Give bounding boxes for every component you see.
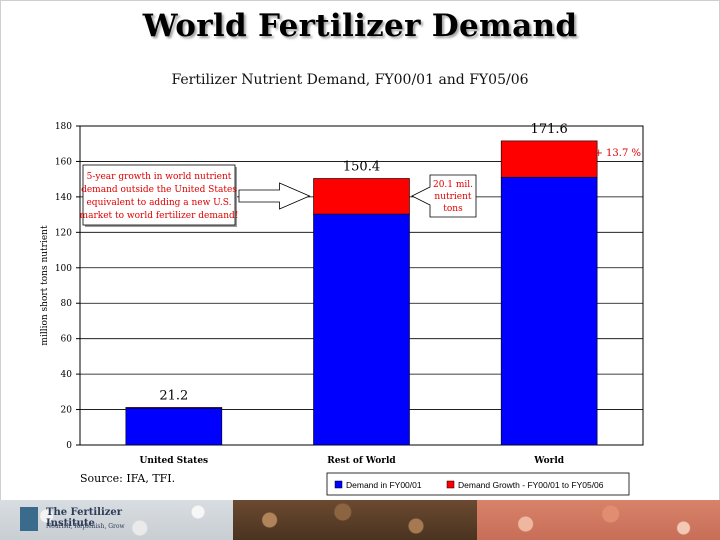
growth-label-line: tons [443, 204, 463, 214]
source-note: Source: IFA, TFI. [80, 472, 176, 485]
bar-total-label: 21.2 [159, 388, 188, 403]
callout-box [82, 164, 236, 226]
y-tick-label: 40 [61, 370, 73, 380]
legend-label: Demand Growth - FY00/01 to FY05/06 [458, 480, 604, 490]
bar-chart: 0 20 40 60 80 100 120 140 160 180 million short to… [40, 122, 644, 496]
y-tick-label: 80 [61, 299, 73, 309]
bar-base-demand [500, 176, 598, 446]
bar-total-label: 171.6 [531, 122, 568, 137]
x-category-label: United States [140, 456, 209, 466]
callout-text-line: equivalent to adding a new U.S. [86, 198, 231, 208]
callout-text-line: market to world fertilizer demand! [80, 211, 239, 221]
y-tick-label: 180 [55, 122, 72, 132]
logo-name: The Fertilizer Institute [46, 507, 123, 529]
y-tick-label: 160 [55, 157, 72, 167]
growth-percent-label: + 13.7 % [594, 148, 641, 159]
bar-base-demand [125, 407, 223, 446]
institute-logo: The Fertilizer Institute Nourish, Replen… [14, 505, 174, 535]
growth-label-line: 20.1 mil. [433, 180, 473, 190]
photo-strip-red-granules [477, 500, 720, 540]
photo-strip-brown-granules [233, 500, 477, 540]
logo-mark-icon [20, 507, 38, 531]
bar-base-demand [313, 213, 410, 446]
y-tick-label: 60 [61, 335, 73, 345]
bar-demand-growth [500, 140, 598, 178]
photo-strip-white-granules [0, 500, 233, 540]
y-axis-label: million short tons nutrient [40, 225, 50, 346]
y-tick-label: 120 [55, 228, 72, 238]
x-category-label: Rest of World [327, 456, 396, 466]
chart-title: Fertilizer Nutrient Demand, FY00/01 and … [171, 72, 529, 88]
x-category-label: World [533, 456, 565, 466]
callout-arrow [238, 182, 311, 210]
growth-label-box [411, 174, 477, 218]
bar-total-label: 150.4 [343, 159, 380, 174]
slide-title: World Fertilizer Demand [142, 8, 578, 44]
bar-demand-growth [125, 407, 223, 409]
bar-demand-growth [313, 178, 410, 215]
legend-box [326, 472, 630, 496]
callout-text-line: demand outside the United States [81, 185, 237, 195]
callout-text-line: 5-year growth in world nutrient [87, 172, 232, 182]
y-tick-label: 20 [61, 406, 73, 416]
growth-label-line: nutrient [434, 192, 472, 202]
y-tick-label: 140 [55, 193, 72, 203]
y-tick-label: 0 [66, 441, 72, 451]
legend-label: Demand in FY00/01 [346, 480, 422, 490]
logo-tagline: Nourish, Replenish, Grow [46, 523, 125, 530]
y-tick-label: 100 [55, 264, 72, 274]
legend-swatch [446, 480, 455, 489]
legend-swatch [334, 480, 343, 489]
